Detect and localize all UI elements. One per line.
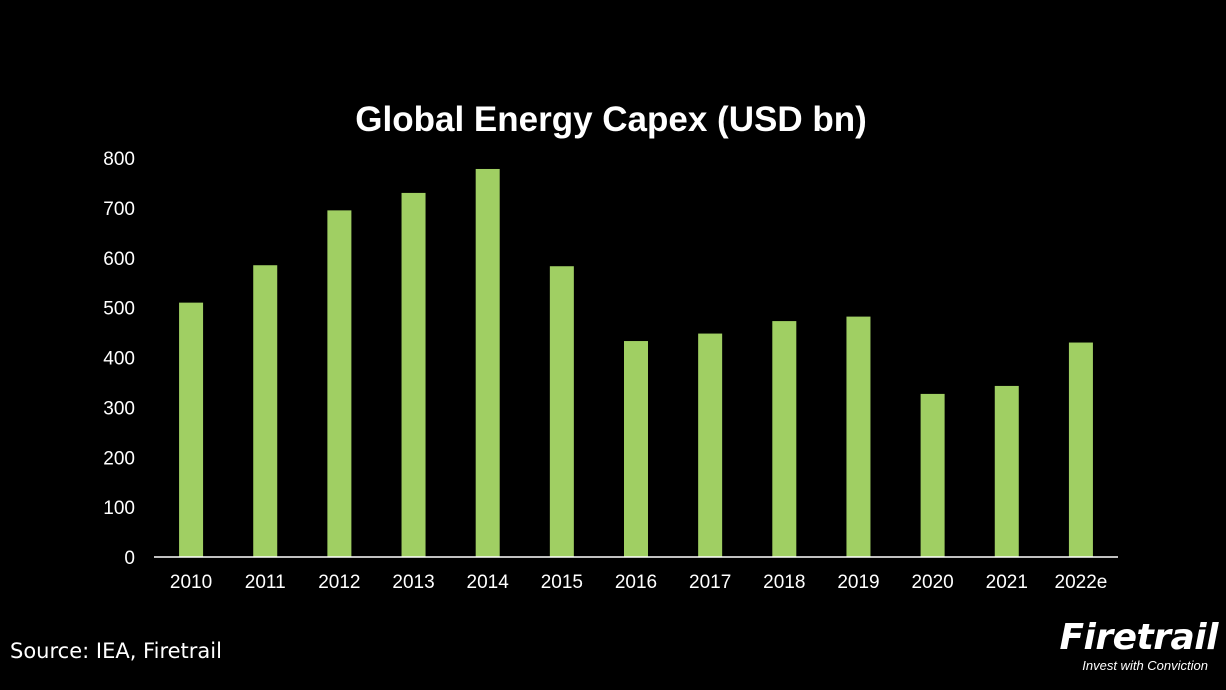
y-tick-label: 500: [103, 299, 135, 320]
y-tick-label: 600: [103, 249, 135, 270]
bar-2021: [994, 385, 1019, 557]
bar-2022e: [1068, 342, 1093, 557]
firetrail-logo: Firetrail Invest with Conviction: [1059, 618, 1218, 674]
x-tick-label: 2017: [689, 572, 731, 593]
y-tick-label: 400: [103, 349, 135, 370]
x-tick-label: 2016: [615, 572, 657, 593]
bar-2017: [698, 333, 723, 557]
bar-2010: [179, 302, 204, 557]
x-axis: 2010 2011 2012 2013 2014 2015 2016 2017 2018 2019…: [170, 572, 1107, 593]
y-axis: 0 100 200 300 400 500 600 700 800: [103, 149, 135, 569]
x-tick-label: 2019: [837, 572, 879, 593]
x-tick-label: 2022e: [1055, 572, 1108, 593]
bar-2016: [624, 341, 648, 557]
bar-2011: [253, 265, 278, 557]
x-tick-label: 2014: [467, 572, 510, 593]
bar-2014: [475, 168, 500, 557]
x-tick-label: 2021: [986, 572, 1028, 593]
y-tick-label: 800: [103, 149, 135, 170]
y-tick-label: 100: [103, 498, 135, 519]
y-tick-label: 200: [103, 448, 135, 469]
bar-2020: [920, 393, 945, 557]
x-tick-label: 2015: [541, 572, 583, 593]
x-tick-label: 2012: [318, 572, 360, 593]
x-tick-label: 2013: [392, 572, 434, 593]
logo-tagline: Invest with Conviction: [1082, 658, 1208, 673]
bar-2019: [846, 316, 871, 557]
bar-2013: [401, 192, 426, 557]
bar-series: [179, 168, 1093, 557]
y-tick-label: 0: [124, 548, 135, 569]
bar-2018: [772, 321, 797, 557]
y-tick-label: 700: [103, 199, 135, 220]
x-tick-label: 2011: [245, 572, 286, 593]
logo-wordmark: Firetrail: [1059, 617, 1218, 658]
bar-2012: [327, 210, 352, 557]
x-tick-label: 2018: [763, 572, 805, 593]
x-tick-label: 2020: [911, 572, 953, 593]
bar-2015: [549, 266, 574, 557]
source-note: Source: IEA, Firetrail: [10, 639, 222, 663]
chart-title: Global Energy Capex (USD bn): [355, 100, 866, 139]
y-tick-label: 300: [103, 398, 135, 419]
x-tick-label: 2010: [170, 572, 212, 593]
